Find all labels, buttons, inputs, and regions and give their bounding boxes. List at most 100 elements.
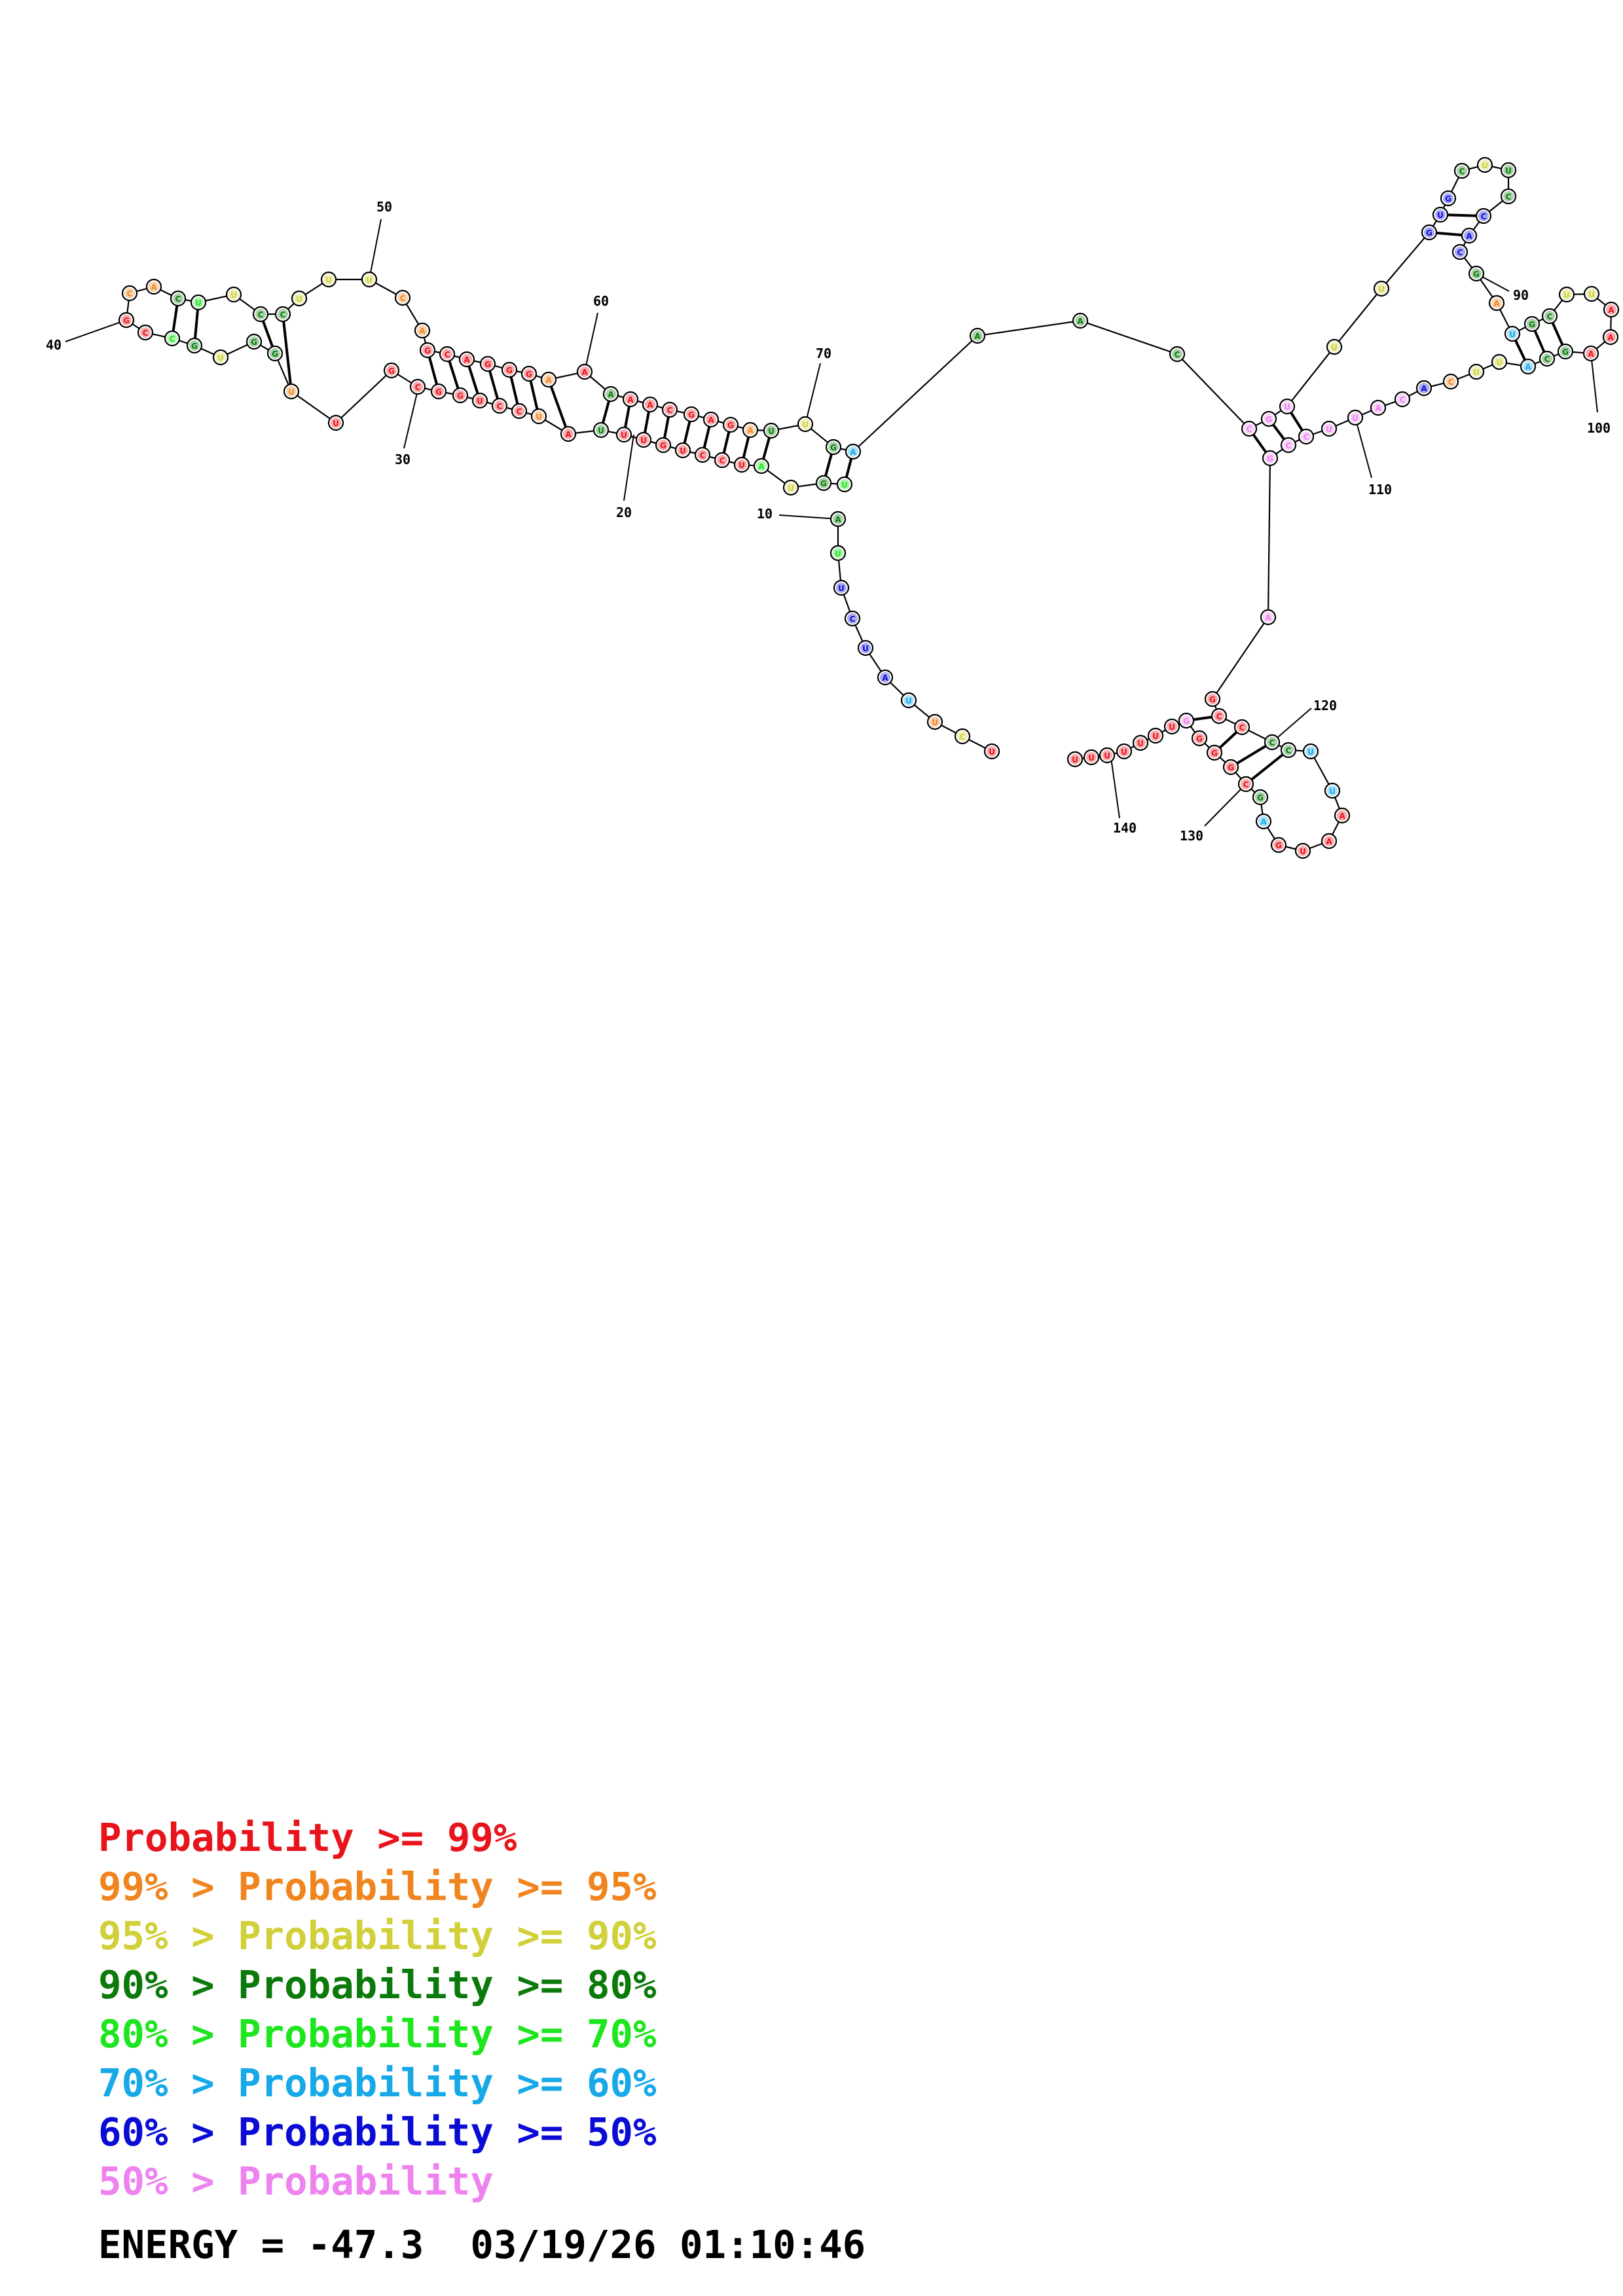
nucleotide-circle bbox=[274, 306, 291, 323]
nucleotide-letter: U bbox=[1437, 211, 1444, 220]
nucleotide: G bbox=[479, 355, 496, 372]
nucleotide: C bbox=[409, 378, 426, 395]
nucleotide-circle bbox=[137, 324, 154, 341]
nucleotide-letter: G bbox=[1196, 734, 1203, 744]
nucleotide-letter: C bbox=[517, 407, 522, 416]
nucleotide-fill bbox=[124, 288, 135, 298]
nucleotide-letter: G bbox=[526, 370, 532, 379]
nucleotide-circle bbox=[246, 333, 263, 350]
nucleotide-letter: U bbox=[1505, 166, 1512, 175]
nucleotide-circle bbox=[1523, 315, 1541, 332]
nucleotide-fill bbox=[1455, 247, 1465, 257]
nucleotide-fill bbox=[745, 425, 756, 435]
nucleotide-letter: U bbox=[1329, 787, 1336, 796]
legend-text: Probability >= 95% bbox=[238, 1864, 657, 1909]
nucleotide: G bbox=[266, 345, 283, 362]
nucleotide-circle bbox=[1116, 743, 1133, 760]
nucleotide-fill bbox=[1075, 315, 1085, 326]
nucleotide-fill bbox=[1102, 750, 1112, 761]
nucleotide-circle bbox=[1270, 836, 1287, 853]
nucleotide: A bbox=[1520, 358, 1537, 375]
nucleotide-circle bbox=[1468, 265, 1485, 282]
nucleotide-fill bbox=[972, 331, 983, 341]
nucleotide: A bbox=[622, 391, 639, 408]
nucleotide-circle bbox=[830, 511, 847, 528]
nucleotide-letter: C bbox=[1247, 425, 1252, 434]
nucleotide-circle bbox=[1262, 450, 1279, 467]
nucleotide: C bbox=[844, 610, 861, 627]
nucleotide-letter: G bbox=[1562, 348, 1569, 357]
nucleotide: U bbox=[1163, 718, 1180, 735]
nucleotide-circle bbox=[714, 452, 731, 469]
nucleotide: U bbox=[797, 416, 814, 433]
nucleotide-letter: A bbox=[464, 355, 470, 365]
nucleotide-letter: G bbox=[1529, 320, 1535, 329]
nucleotide-fill bbox=[323, 274, 334, 285]
legend-row-60: 70% > Probability >= 60% bbox=[98, 2058, 657, 2108]
nucleotide-fill bbox=[725, 420, 736, 430]
nucleotide: G bbox=[186, 337, 203, 354]
nucleotide-letter: C bbox=[1304, 433, 1309, 442]
nucleotide-fill bbox=[987, 746, 997, 757]
nucleotide-letter: C bbox=[667, 406, 673, 415]
nucleotide-letter: U bbox=[1352, 414, 1359, 423]
nucleotide-letter: U bbox=[905, 696, 912, 706]
nucleotide: G bbox=[520, 365, 538, 382]
nucleotide: U bbox=[1491, 353, 1508, 370]
nucleotide-circle bbox=[836, 476, 853, 493]
nucleotide-fill bbox=[1265, 453, 1275, 463]
nucleotide-letter: A bbox=[1077, 317, 1084, 326]
legend-row-99: Probability >= 99% bbox=[98, 1813, 657, 1862]
nucleotide-circle bbox=[1072, 312, 1089, 329]
nucleotide-letter: G bbox=[727, 421, 734, 430]
nucleotide: A bbox=[969, 327, 986, 344]
nucleotide: C bbox=[1475, 207, 1492, 224]
nucleotide-circle bbox=[1206, 744, 1223, 761]
nucleotide-fill bbox=[1471, 268, 1482, 279]
nucleotide-fill bbox=[579, 367, 590, 377]
nucleotide-letter: U bbox=[1473, 368, 1480, 377]
nucleotide-letter: A bbox=[835, 515, 841, 524]
nucleotide-letter: C bbox=[1457, 248, 1463, 257]
nucleotide-circle bbox=[145, 278, 162, 295]
legend-row-80: 90% > Probability >= 80% bbox=[98, 1960, 657, 2009]
legend-text: Probability >= 90% bbox=[238, 1913, 657, 1958]
nucleotide-circle bbox=[702, 411, 720, 428]
nucleotide: A bbox=[145, 278, 162, 295]
nucleotide-circle bbox=[212, 349, 229, 366]
legend-prefix: 50% > bbox=[98, 2159, 238, 2204]
nucleotide-circle bbox=[622, 391, 639, 408]
nucleotide-circle bbox=[983, 743, 1000, 760]
nucleotide: G bbox=[1222, 759, 1239, 776]
nucleotide-circle bbox=[170, 290, 187, 307]
nucleotide-letter: C bbox=[1481, 212, 1487, 221]
nucleotide-circle bbox=[797, 416, 814, 433]
nucleotide-letter: C bbox=[700, 451, 706, 460]
nucleotide: C bbox=[694, 446, 711, 463]
nucleotide-letter: A bbox=[758, 462, 765, 471]
nucleotide-circle bbox=[1491, 353, 1508, 370]
legend-text: Probability >= 70% bbox=[238, 2011, 657, 2056]
index-label: 130 bbox=[1180, 828, 1203, 844]
nucleotide-letter: U bbox=[835, 549, 841, 558]
nucleotide-fill bbox=[1283, 440, 1294, 450]
nucleotide-circle bbox=[186, 337, 203, 354]
nucleotide-circle bbox=[1260, 609, 1277, 626]
nucleotide: C bbox=[1233, 719, 1250, 736]
nucleotide: C bbox=[1264, 734, 1281, 751]
nucleotide-letter: A bbox=[708, 416, 714, 425]
nucleotide-circle bbox=[1241, 420, 1258, 437]
nucleotide-fill bbox=[1586, 348, 1596, 359]
nucleotide-circle bbox=[1169, 346, 1186, 363]
nucleotide-circle bbox=[458, 351, 475, 368]
legend-row-90: 95% > Probability >= 90% bbox=[98, 1911, 657, 1960]
nucleotide-circle bbox=[1302, 743, 1319, 760]
nucleotide-fill bbox=[1237, 722, 1247, 732]
nucleotide-fill bbox=[1523, 361, 1533, 372]
nucleotide-fill bbox=[1527, 319, 1537, 329]
nucleotide-fill bbox=[433, 386, 444, 397]
nucleotide-circle bbox=[1260, 410, 1277, 427]
nucleotide-letter: U bbox=[1588, 290, 1595, 299]
nucleotide-fill bbox=[173, 293, 183, 304]
nucleotide-letter: C bbox=[1506, 192, 1512, 202]
